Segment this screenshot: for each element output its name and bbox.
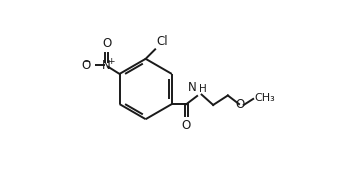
Text: O: O [182,119,191,132]
Text: N: N [188,81,197,94]
Text: H: H [198,84,206,94]
Text: CH₃: CH₃ [254,93,275,103]
Text: +: + [107,57,114,66]
Text: N: N [102,59,111,72]
Text: O: O [102,37,111,50]
Text: O: O [82,59,91,72]
Text: O: O [235,98,244,111]
Text: Cl: Cl [156,35,168,48]
Text: −: − [83,57,91,67]
